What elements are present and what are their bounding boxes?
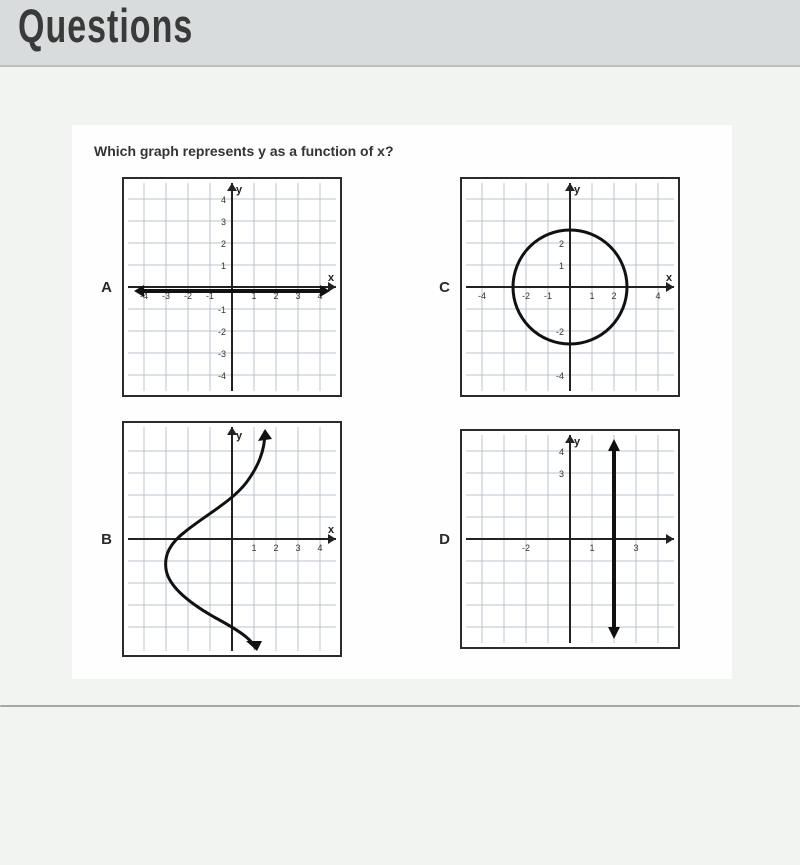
svg-text:x: x [328, 524, 335, 536]
svg-text:y: y [236, 184, 243, 196]
plot-b-svg: y x 1 2 3 4 [128, 427, 336, 651]
svg-text:4: 4 [317, 543, 322, 553]
svg-text:-1: -1 [218, 305, 226, 315]
choice-label-a: A [94, 279, 112, 296]
svg-text:3: 3 [221, 217, 226, 227]
question-prompt: Which graph represents y as a function o… [94, 143, 710, 159]
svg-text:4: 4 [559, 447, 564, 457]
svg-text:3: 3 [559, 469, 564, 479]
svg-text:-2: -2 [522, 543, 530, 553]
choice-d[interactable]: D -2 1 3 3 4 y [432, 421, 710, 657]
choice-a[interactable]: A -4-3-2-1 1234 4321 -1-2-3-4 yx [94, 177, 372, 397]
svg-text:y: y [236, 430, 243, 442]
svg-text:1: 1 [221, 261, 226, 271]
svg-text:4: 4 [655, 291, 660, 301]
svg-text:4: 4 [221, 195, 226, 205]
graph-d: -2 1 3 3 4 y [460, 429, 680, 649]
choice-label-c: C [432, 279, 450, 296]
svg-text:3: 3 [633, 543, 638, 553]
svg-text:1: 1 [251, 543, 256, 553]
svg-text:x: x [328, 272, 335, 284]
svg-text:-4: -4 [218, 371, 226, 381]
page-title-cutoff: Questions [0, 0, 800, 55]
graph-c: -4 -2 -1 1 2 4 2 1 -2 -4 y x [460, 177, 680, 397]
svg-text:2: 2 [559, 239, 564, 249]
choice-b[interactable]: B y x 1 2 3 4 [94, 421, 372, 657]
svg-text:-2: -2 [556, 327, 564, 337]
svg-text:1: 1 [559, 261, 564, 271]
svg-text:-1: -1 [544, 291, 552, 301]
svg-text:3: 3 [295, 543, 300, 553]
svg-text:-4: -4 [478, 291, 486, 301]
svg-text:2: 2 [611, 291, 616, 301]
svg-text:2: 2 [273, 543, 278, 553]
plot-c-svg: -4 -2 -1 1 2 4 2 1 -2 -4 y x [466, 183, 674, 391]
svg-text:y: y [574, 184, 581, 196]
choice-label-b: B [94, 531, 112, 548]
graph-a: -4-3-2-1 1234 4321 -1-2-3-4 yx [122, 177, 342, 397]
divider-line [0, 705, 800, 707]
svg-text:1: 1 [589, 291, 594, 301]
plot-a-svg: -4-3-2-1 1234 4321 -1-2-3-4 yx [128, 183, 336, 391]
svg-text:-2: -2 [522, 291, 530, 301]
svg-text:-4: -4 [556, 371, 564, 381]
svg-text:x: x [666, 272, 673, 284]
svg-text:2: 2 [221, 239, 226, 249]
plot-d-svg: -2 1 3 3 4 y [466, 435, 674, 643]
answer-choices-grid: A -4-3-2-1 1234 4321 -1-2-3-4 yx [94, 177, 710, 657]
svg-text:1: 1 [589, 543, 594, 553]
choice-label-d: D [432, 531, 450, 548]
svg-text:-2: -2 [218, 327, 226, 337]
svg-text:y: y [574, 436, 581, 448]
graph-b: y x 1 2 3 4 [122, 421, 342, 657]
question-card: Which graph represents y as a function o… [72, 125, 732, 679]
svg-text:-3: -3 [218, 349, 226, 359]
worksheet-region: Which graph represents y as a function o… [0, 65, 800, 865]
choice-c[interactable]: C -4 -2 -1 1 2 4 2 1 -2 -4 y x [432, 177, 710, 397]
